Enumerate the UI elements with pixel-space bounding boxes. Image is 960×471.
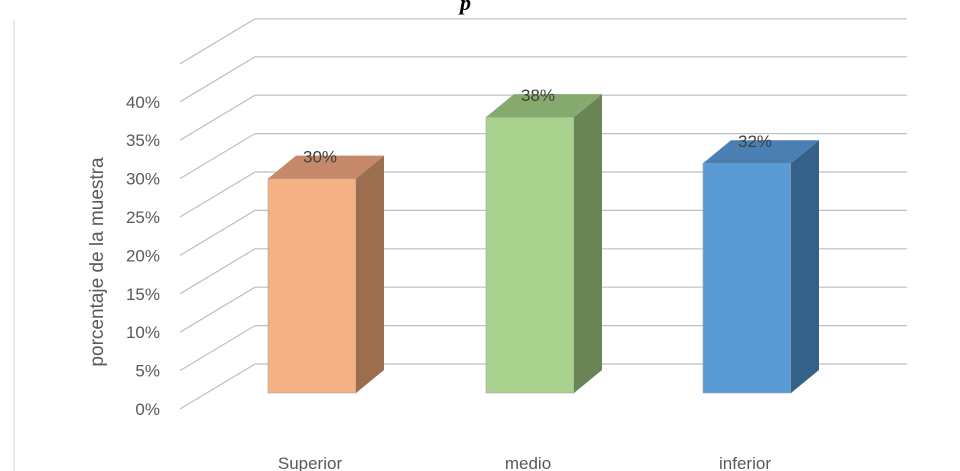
y-axis-title: porcentaje de la muestra — [87, 157, 108, 367]
bar-side — [791, 140, 819, 393]
bars — [267, 94, 819, 394]
y-tick-label: 0% — [135, 400, 160, 419]
gridline-diagonal — [179, 363, 256, 410]
data-label: 38% — [521, 86, 555, 105]
y-tick-label: 5% — [135, 362, 160, 381]
bar-top — [486, 94, 602, 118]
bar-front — [702, 162, 792, 394]
bar-side — [356, 155, 384, 393]
x-category-label: Superior — [278, 454, 343, 471]
gridline-diagonal — [179, 94, 256, 141]
gridline-diagonal — [179, 286, 256, 333]
gridline-diagonal — [179, 133, 256, 180]
bar-top — [268, 155, 384, 179]
data-label: 32% — [738, 132, 772, 151]
bar-inferior — [702, 140, 819, 394]
bar-top — [703, 140, 819, 164]
x-category-label: inferior — [719, 454, 771, 471]
y-tick-label: 25% — [126, 208, 160, 227]
bar-front — [267, 178, 357, 394]
x-axis-categories: Superior medio inferior — [278, 454, 771, 471]
gridline-diagonal — [179, 209, 256, 256]
y-tick-label: 10% — [126, 323, 160, 342]
gridline-diagonal — [179, 325, 256, 372]
x-category-label: medio — [505, 454, 551, 471]
bar-superior — [267, 155, 384, 394]
chart-title-fragment: p — [458, 0, 471, 15]
y-tick-label: 40% — [126, 93, 160, 112]
bar-front — [485, 116, 575, 394]
y-tick-label: 20% — [126, 246, 160, 265]
bar-medio — [485, 94, 602, 394]
y-tick-label: 30% — [126, 170, 160, 189]
data-labels: 30% 38% 32% — [303, 86, 772, 166]
data-label: 30% — [303, 148, 337, 167]
y-tick-label: 15% — [126, 285, 160, 304]
gridline-diagonal — [179, 171, 256, 218]
y-axis-ticks: 0% 5% 10% 15% 20% 25% 30% 35% 40% — [126, 93, 160, 419]
gridline-diagonal — [179, 248, 256, 295]
gridline-diagonal — [179, 56, 256, 103]
bar-side — [574, 94, 602, 393]
gridline-diagonal-top — [179, 18, 256, 65]
y-tick-label: 35% — [126, 131, 160, 150]
